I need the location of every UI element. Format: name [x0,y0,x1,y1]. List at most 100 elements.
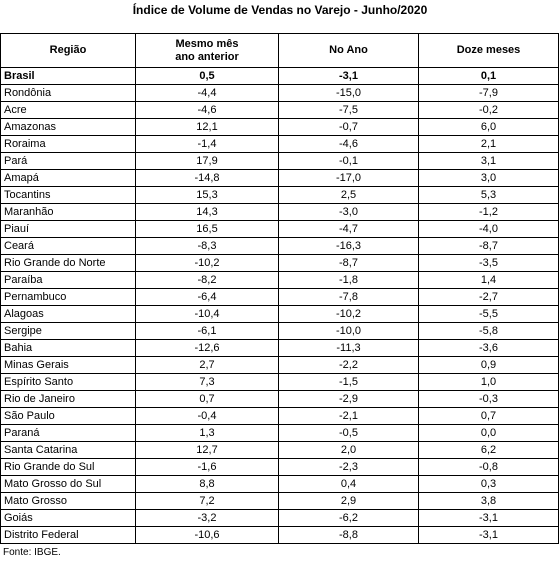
value-cell: 0,3 [418,475,559,493]
table-row: Rio de Janeiro 0,7 -2,9 -0,3 [0,390,559,408]
region-cell: Ceará [0,237,136,255]
value-cell: 0,5 [135,67,279,85]
value-cell: -6,2 [278,509,419,527]
region-cell: Maranhão [0,203,136,221]
value-cell: 3,1 [418,152,559,170]
value-cell: 12,7 [135,441,279,459]
value-cell: 1,0 [418,373,559,391]
value-cell: -4,7 [278,220,419,238]
table-row: Santa Catarina 12,7 2,0 6,2 [0,441,559,459]
title: Índice de Volume de Vendas no Varejo - J… [132,3,428,17]
region-cell: Roraima [0,135,136,153]
table-row: Distrito Federal -10,6 -8,8 -3,1 [0,526,559,544]
value-cell: -2,7 [418,288,559,306]
value-cell: -4,4 [135,84,279,102]
value-cell: -3,5 [418,254,559,272]
value-cell: 0,1 [418,67,559,85]
value-cell: 12,1 [135,118,279,136]
value-cell: 2,9 [278,492,419,510]
table-row: Minas Gerais 2,7 -2,2 0,9 [0,356,559,374]
region-cell: Santa Catarina [0,441,136,459]
value-cell: -5,8 [418,322,559,340]
value-cell: -15,0 [278,84,419,102]
value-cell: -14,8 [135,169,279,187]
value-cell: 8,8 [135,475,279,493]
value-cell: 5,3 [418,186,559,204]
value-cell: -3,6 [418,339,559,357]
value-cell: 0,7 [418,407,559,425]
table-row: Goiás -3,2 -6,2 -3,1 [0,509,559,527]
value-cell: -4,6 [135,101,279,119]
value-cell: -5,5 [418,305,559,323]
value-cell: 0,9 [418,356,559,374]
value-cell: 2,1 [418,135,559,153]
value-cell: -3,2 [135,509,279,527]
table-row: Rio Grande do Norte -10,2 -8,7 -3,5 [0,254,559,272]
value-cell: 6,2 [418,441,559,459]
value-cell: -3,1 [418,526,559,544]
table-row: Amazonas 12,1 -0,7 6,0 [0,118,559,136]
value-cell: -12,6 [135,339,279,357]
value-cell: -3,0 [278,203,419,221]
value-cell: -1,2 [418,203,559,221]
table-row: Mato Grosso 7,2 2,9 3,8 [0,492,559,510]
value-cell: 6,0 [418,118,559,136]
value-cell: -8,8 [278,526,419,544]
value-cell: -17,0 [278,169,419,187]
region-cell: Mato Grosso [0,492,136,510]
table-row: Bahia -12,6 -11,3 -3,6 [0,339,559,357]
header-text: No Ano [329,44,368,56]
value-cell: -2,9 [278,390,419,408]
value-cell: 1,4 [418,271,559,289]
value-cell: -2,3 [278,458,419,476]
region-cell: Mato Grosso do Sul [0,475,136,493]
table-row: Pernambuco -6,4 -7,8 -2,7 [0,288,559,306]
region-cell: Rondônia [0,84,136,102]
value-cell: -10,4 [135,305,279,323]
region-cell: São Paulo [0,407,136,425]
header-cell: Região [0,33,136,68]
value-cell: -7,5 [278,101,419,119]
value-cell: -0,4 [135,407,279,425]
value-cell: -1,5 [278,373,419,391]
table-row: Piauí 16,5 -4,7 -4,0 [0,220,559,238]
value-cell: -8,2 [135,271,279,289]
value-cell: -0,2 [418,101,559,119]
value-cell: 2,5 [278,186,419,204]
header-text: Região [49,44,87,56]
region-cell: Bahia [0,339,136,357]
region-cell: Paraíba [0,271,136,289]
region-cell: Paraná [0,424,136,442]
source: Fonte: IBGE. [3,547,61,558]
value-cell: -10,6 [135,526,279,544]
value-cell: 14,3 [135,203,279,221]
value-cell: -7,9 [418,84,559,102]
header-text: Mesmo mês ano anterior [175,37,239,63]
region-cell: Piauí [0,220,136,238]
region-cell: Rio de Janeiro [0,390,136,408]
region-cell: Acre [0,101,136,119]
table-row: Maranhão 14,3 -3,0 -1,2 [0,203,559,221]
region-cell: Espírito Santo [0,373,136,391]
table-row: Rondônia -4,4 -15,0 -7,9 [0,84,559,102]
region-cell: Minas Gerais [0,356,136,374]
header-text: Doze meses [456,44,521,56]
value-cell: -0,3 [418,390,559,408]
table-row: Paraíba -8,2 -1,8 1,4 [0,271,559,289]
table-row: Alagoas -10,4 -10,2 -5,5 [0,305,559,323]
table-row: Rio Grande do Sul -1,6 -2,3 -0,8 [0,458,559,476]
value-cell: 2,0 [278,441,419,459]
value-cell: -1,8 [278,271,419,289]
table-row: Roraima -1,4 -4,6 2,1 [0,135,559,153]
value-cell: -6,4 [135,288,279,306]
value-cell: 3,0 [418,169,559,187]
value-cell: -16,3 [278,237,419,255]
region-cell: Goiás [0,509,136,527]
value-cell: -6,1 [135,322,279,340]
value-cell: 7,3 [135,373,279,391]
header-cell: Mesmo mês ano anterior [135,33,279,68]
table-row: Brasil 0,5 -3,1 0,1 [0,67,559,85]
table-row: São Paulo -0,4 -2,1 0,7 [0,407,559,425]
value-cell: -7,8 [278,288,419,306]
value-cell: -2,1 [278,407,419,425]
